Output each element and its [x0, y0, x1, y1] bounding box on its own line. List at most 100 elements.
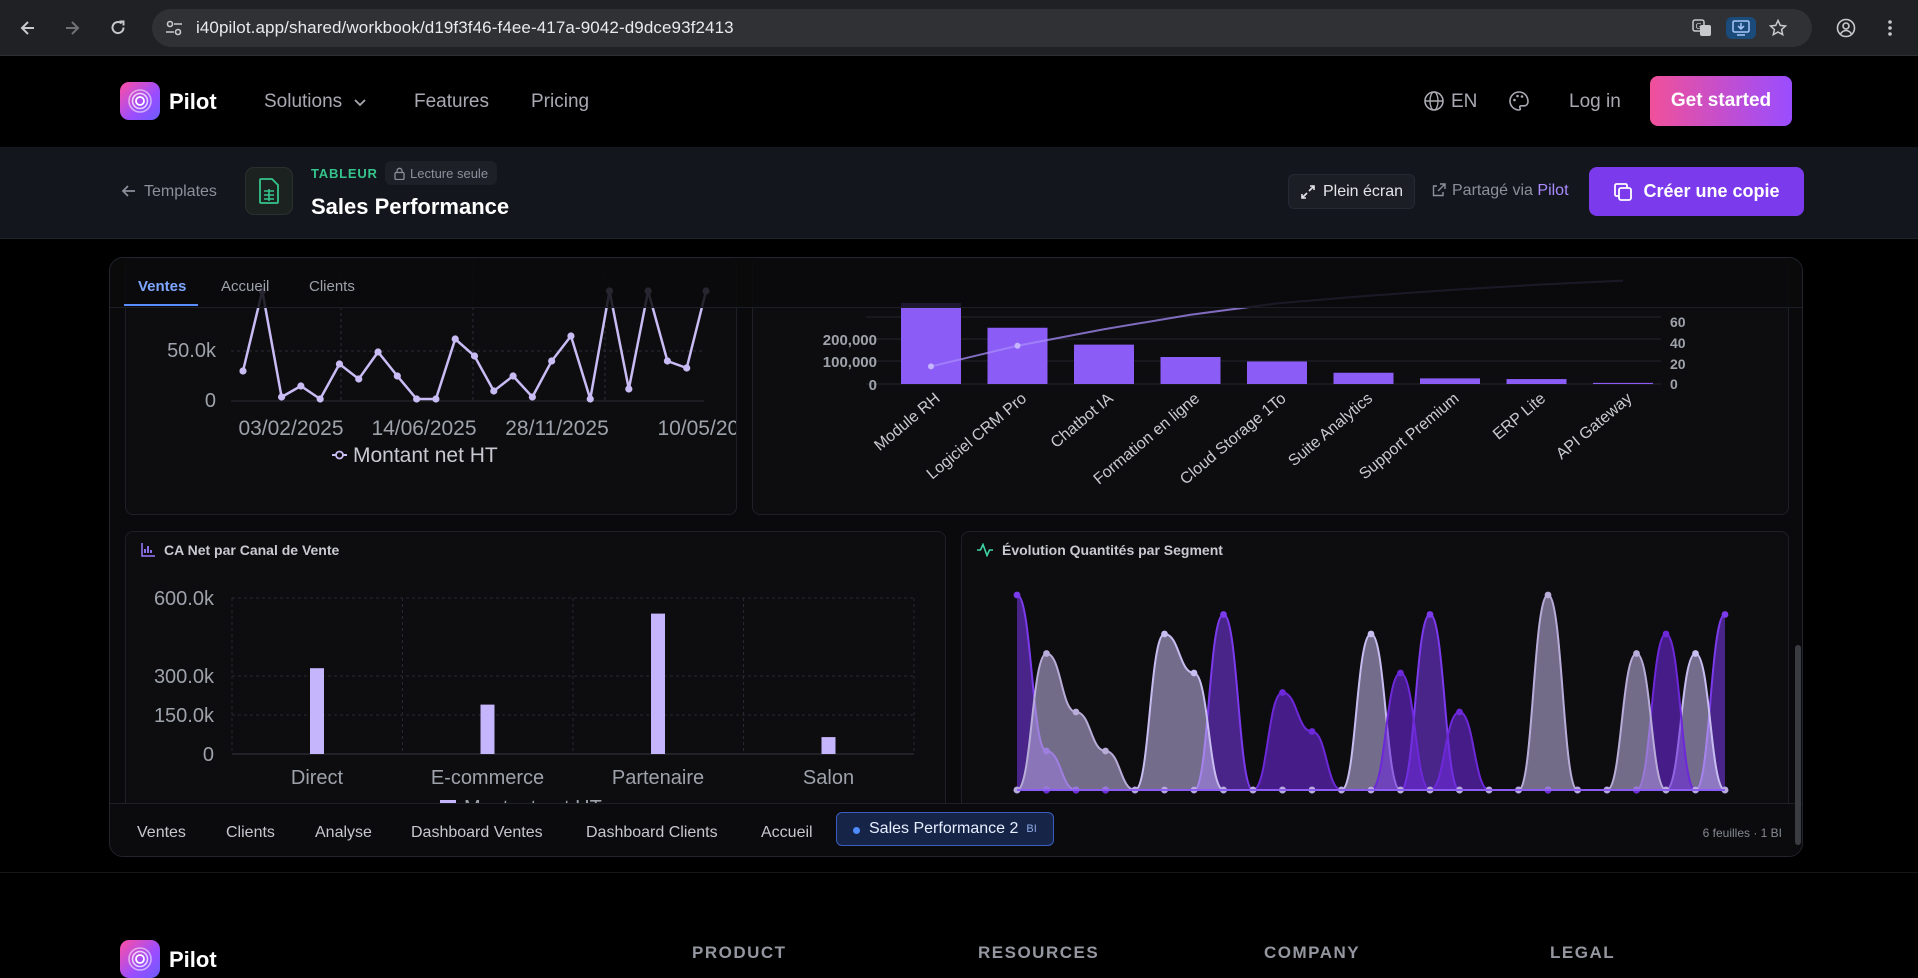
- nav-features[interactable]: Features: [414, 91, 489, 112]
- bar-chart-icon: [141, 543, 155, 557]
- shared-via-text: Partagé via: [1452, 182, 1533, 199]
- y-tick-label: 0: [869, 377, 877, 394]
- spreadsheet-icon: [245, 167, 293, 215]
- x-tick-label: Direct: [291, 767, 344, 789]
- tab-clients[interactable]: Clients: [309, 278, 355, 295]
- data-point: [509, 372, 517, 380]
- shared-via-brand: Pilot: [1537, 182, 1569, 199]
- install-app-icon[interactable]: [1726, 17, 1756, 39]
- data-point: [1397, 669, 1404, 677]
- bar: [480, 704, 495, 754]
- nav-solutions[interactable]: Solutions: [264, 91, 343, 112]
- data-point: [1308, 728, 1316, 735]
- segment-chart-card: Évolution Quantités par Segment ETIGrand…: [961, 531, 1789, 811]
- chevron-down-icon[interactable]: [353, 95, 367, 113]
- site-header: Pilot Solutions Features Pricing EN Log …: [0, 57, 1918, 147]
- scrollbar[interactable]: [1795, 645, 1801, 845]
- y-tick-label: 0: [205, 390, 216, 412]
- bar: [1333, 372, 1394, 384]
- profile-icon[interactable]: [1832, 14, 1860, 42]
- address-bar[interactable]: i40pilot.app/shared/workbook/d19f3f46-f4…: [152, 9, 1812, 47]
- translate-icon[interactable]: G: [1690, 17, 1714, 39]
- data-point: [1220, 611, 1227, 618]
- globe-icon[interactable]: [1423, 90, 1445, 117]
- x-tick-label: Partenaire: [612, 767, 704, 789]
- x-tick-label: 14/06/2025: [371, 417, 476, 440]
- logo-text[interactable]: Pilot: [169, 89, 217, 114]
- external-link-icon: [1432, 183, 1446, 202]
- x-tick-label: Module RH: [871, 390, 943, 454]
- back-to-templates-link[interactable]: Templates: [144, 183, 217, 200]
- data-point: [1633, 650, 1640, 657]
- data-point: [1161, 630, 1168, 638]
- palette-icon[interactable]: [1508, 90, 1530, 117]
- bi-badge: BI: [1026, 823, 1037, 835]
- sheet-count: 6 feuilles · 1 BI: [1702, 826, 1782, 840]
- bar: [1074, 344, 1134, 384]
- fullscreen-button[interactable]: Plein écran: [1288, 174, 1415, 209]
- bar: [821, 737, 836, 754]
- data-point: [335, 360, 344, 368]
- x-tick-label: 03/02/2025: [238, 417, 343, 440]
- language-selector[interactable]: EN: [1451, 91, 1478, 112]
- data-point: [1102, 747, 1109, 755]
- get-started-button[interactable]: Get started: [1650, 76, 1792, 126]
- expand-icon: [1301, 184, 1315, 199]
- login-link[interactable]: Log in: [1569, 91, 1621, 112]
- cumulative-point: [928, 363, 934, 370]
- readonly-badge: Lecture seule: [385, 161, 498, 185]
- pilot-logo-icon[interactable]: [120, 82, 160, 120]
- tab-ventes[interactable]: Ventes: [138, 278, 187, 295]
- shared-via-label[interactable]: Partagé via Pilot: [1452, 182, 1569, 200]
- reload-icon[interactable]: [104, 14, 132, 42]
- bookmark-star-icon[interactable]: [1766, 17, 1790, 39]
- workbook-header: Templates TABLEUR Lecture seule Sales Pe…: [0, 147, 1918, 239]
- nav-pricing[interactable]: Pricing: [531, 91, 590, 112]
- data-point: [451, 335, 459, 343]
- footer-logo-text[interactable]: Pilot: [169, 947, 217, 972]
- data-point: [1367, 630, 1375, 638]
- sheet-tab-dashboard-ventes[interactable]: Dashboard Ventes: [411, 824, 543, 841]
- x-tick-label: API Gateway: [1553, 390, 1635, 463]
- create-copy-label: Créer une copie: [1643, 181, 1780, 201]
- sheet-tab-analyse[interactable]: Analyse: [315, 824, 372, 841]
- y-tick-label: 600.0k: [154, 588, 215, 610]
- create-copy-button[interactable]: Créer une copie: [1589, 167, 1804, 216]
- sheet-tab-accueil[interactable]: Accueil: [761, 824, 813, 841]
- cumulative-point: [1014, 342, 1021, 349]
- forward-arrow-icon[interactable]: [58, 14, 86, 42]
- data-point: [393, 372, 401, 380]
- footer-col-legal: LEGAL: [1550, 943, 1616, 962]
- data-point: [567, 332, 575, 340]
- sheet-tab-ventes[interactable]: Ventes: [137, 824, 186, 841]
- y-tick-label: 150.0k: [154, 705, 215, 727]
- data-point: [432, 395, 440, 403]
- footer-col-product: PRODUCT: [692, 943, 787, 962]
- channel-bar-chart: 0 150.0k 300.0k 600.0k Direct E-commerce Parte…: [154, 588, 915, 810]
- sheet-tab-dashboard-clients[interactable]: Dashboard Clients: [586, 824, 718, 841]
- channel-chart-card: CA Net par Canal de Vente 0 150.0k 300.0k 6…: [125, 531, 946, 811]
- area-fill: [1017, 595, 1725, 790]
- bar: [1160, 357, 1221, 384]
- bar: [901, 303, 961, 384]
- arrow-left-icon[interactable]: [121, 184, 137, 203]
- sheet-tab-clients[interactable]: Clients: [226, 824, 275, 841]
- channel-chart-title-text: CA Net par Canal de Vente: [164, 542, 340, 558]
- bar: [1593, 382, 1653, 384]
- tab-accueil[interactable]: Accueil: [221, 278, 270, 295]
- bar: [1247, 361, 1307, 384]
- browser-menu-icon[interactable]: [1876, 14, 1904, 42]
- activity-icon: [977, 543, 993, 557]
- svg-text:G: G: [1696, 22, 1702, 31]
- data-point: [1013, 591, 1021, 599]
- fullscreen-label: Plein écran: [1322, 182, 1404, 200]
- x-tick-label: Chatbot IA: [1048, 390, 1117, 452]
- browser-toolbar: i40pilot.app/shared/workbook/d19f3f46-f4…: [0, 0, 1918, 56]
- sheet-tab-sales-performance-2[interactable]: Sales Performance 2 BI: [836, 812, 1054, 846]
- line-chart: 0 50.0k 03/02/2025 14/06/2025 28/11/2025 10/0…: [167, 259, 736, 467]
- url-text[interactable]: i40pilot.app/shared/workbook/d19f3f46-f4…: [196, 18, 734, 37]
- back-arrow-icon[interactable]: [14, 14, 42, 42]
- y2-tick-label: 0: [1670, 376, 1678, 392]
- site-settings-icon[interactable]: [162, 17, 186, 39]
- footer-logo-icon[interactable]: [120, 940, 160, 978]
